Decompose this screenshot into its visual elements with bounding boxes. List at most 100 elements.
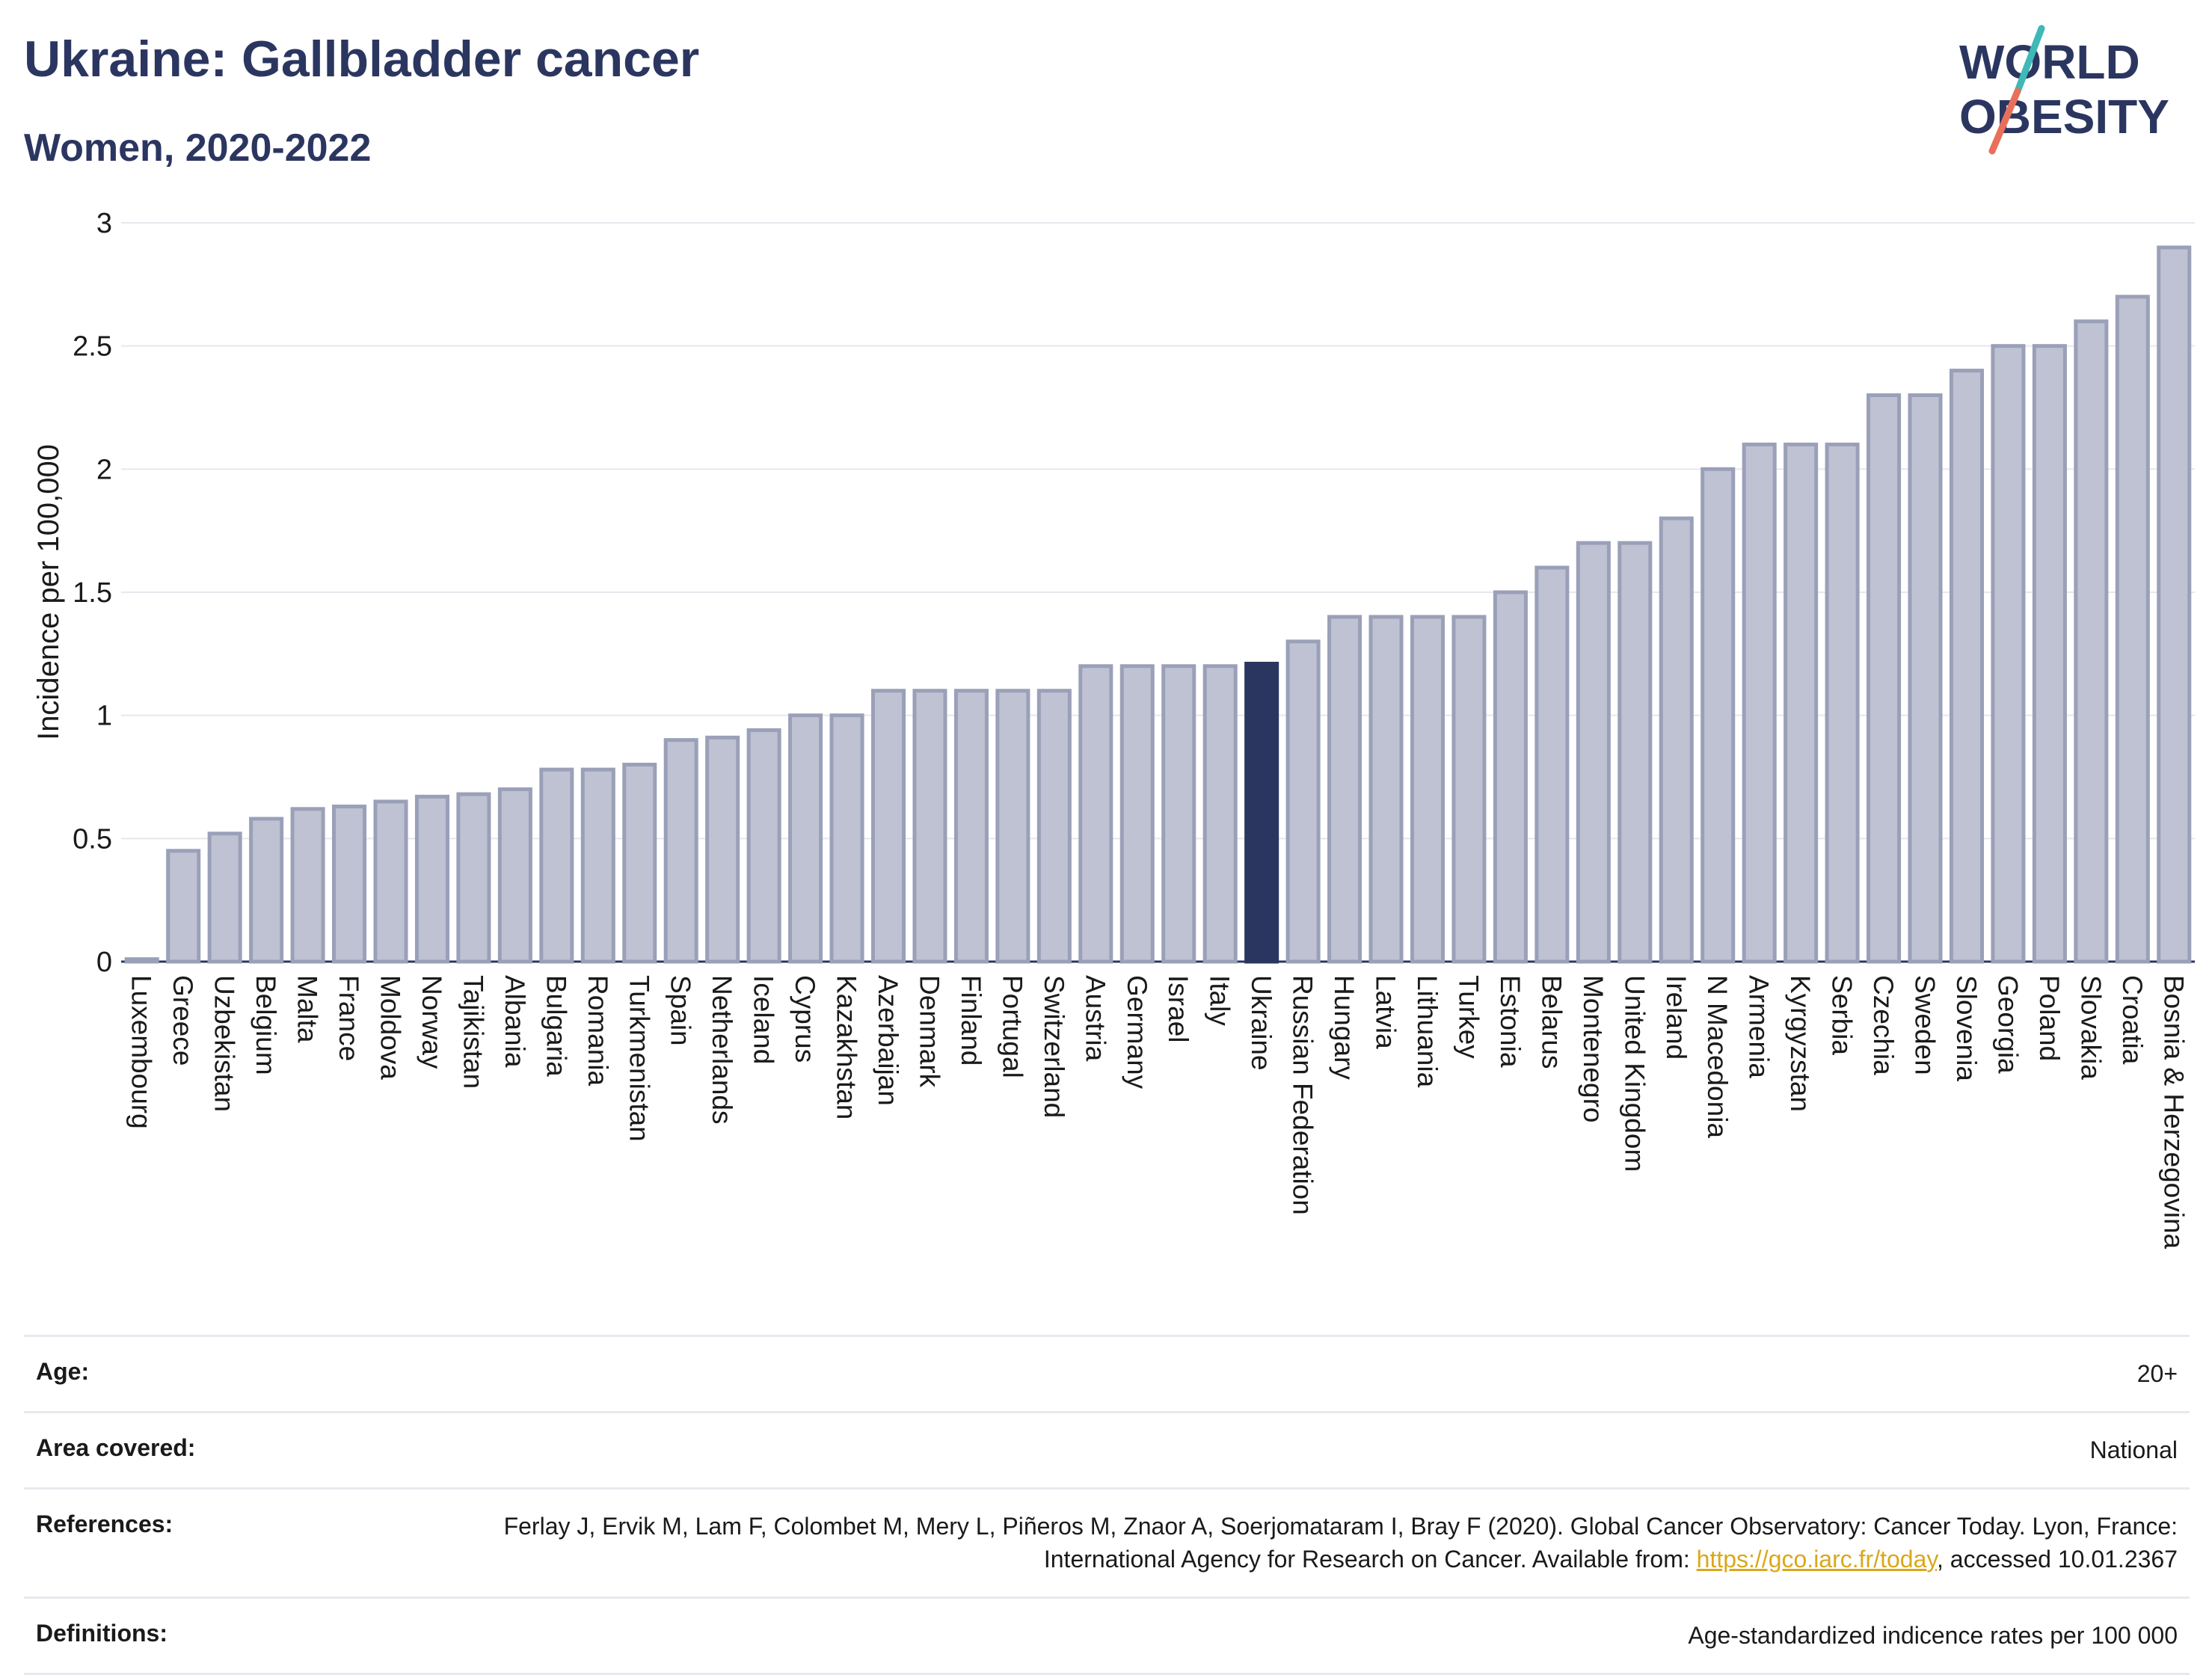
info-value-definitions: Age-standardized indicence rates per 100… (1688, 1621, 2178, 1649)
x-tick-label: Kyrgyzstan (1785, 975, 1816, 1112)
x-tick-label: Romania (583, 975, 613, 1086)
page-subtitle: Women, 2020-2022 (24, 126, 372, 170)
x-tick-label: Poland (2034, 975, 2065, 1061)
bar (1534, 565, 1570, 964)
bar (1410, 615, 1446, 964)
bar (166, 849, 201, 964)
x-tick-label: Slovenia (1951, 975, 1982, 1081)
bar (1659, 516, 1694, 964)
x-tick-label: Hungary (1329, 975, 1360, 1080)
x-tick-label: Bosnia & Herzegovina (2158, 975, 2189, 1250)
y-axis-title: Incidence per 100,000 (32, 444, 65, 740)
info-key-age: Age: (36, 1358, 90, 1385)
x-tick-label: Turkey (1453, 975, 1484, 1059)
bar (1036, 689, 1072, 964)
bar-chart: 0 0.5 1 1.5 2 2.5 3 Luxembourg Greece Uzbekistan B… (0, 179, 2212, 1339)
bar (1908, 393, 1943, 964)
bar (1493, 590, 1528, 964)
bar (1784, 442, 1819, 964)
x-tick-label: Switzerland (1039, 975, 1069, 1118)
info-key-area: Area covered: (36, 1434, 196, 1462)
bar (1078, 664, 1113, 964)
y-tick-label: 1 (96, 701, 112, 732)
bar (663, 738, 698, 964)
bar (1119, 664, 1155, 964)
logo-line2: OBESITY (1959, 90, 2169, 144)
bar (124, 957, 159, 964)
bar (1742, 442, 1777, 964)
y-tick-label: 0 (96, 947, 112, 978)
bar (1576, 541, 1611, 964)
bar (539, 767, 574, 964)
bar-highlight (1244, 662, 1279, 964)
x-tick-label: Cyprus (790, 975, 820, 1063)
bar (456, 792, 491, 964)
bar (746, 728, 781, 964)
info-row-age: Age: 20+ (24, 1335, 2190, 1411)
x-tick-label: Austria (1080, 975, 1110, 1062)
x-tick-label: Iceland (749, 975, 779, 1064)
info-row-area: Area covered: National (24, 1411, 2190, 1487)
label-layer: 0 0.5 1 1.5 2 2.5 3 Luxembourg Greece Uzbekistan B… (73, 208, 2189, 1250)
bar (1202, 664, 1238, 964)
x-tick-label: Estonia (1495, 975, 1526, 1068)
bar (1949, 369, 1984, 964)
x-tick-label: Luxembourg (126, 975, 157, 1129)
bar (332, 805, 367, 964)
y-tick-label: 0.5 (73, 823, 112, 855)
bar (912, 689, 947, 964)
x-tick-label: Uzbekistan (209, 975, 240, 1112)
bar (2115, 295, 2150, 964)
x-tick-label: Malta (292, 975, 323, 1043)
bar-layer (124, 245, 2192, 964)
info-table: Age: 20+ Area covered: National Referenc… (24, 1335, 2190, 1675)
bar (249, 817, 284, 964)
bar (705, 735, 740, 964)
bar (290, 807, 325, 964)
x-tick-label: United Kingdom (1619, 975, 1650, 1172)
x-tick-label: Denmark (914, 975, 944, 1088)
logo-line1: WORLD (1959, 35, 2140, 89)
bar (1825, 442, 1860, 964)
x-tick-label: Lithuania (1412, 975, 1443, 1088)
x-tick-label: Sweden (1910, 975, 1941, 1075)
x-tick-label: Tajikistan (458, 975, 488, 1089)
info-row-definitions: Definitions: Age-standardized indicence … (24, 1596, 2190, 1675)
bar (497, 787, 532, 964)
bar (1161, 664, 1196, 964)
bar (2157, 245, 2192, 964)
bar (1451, 615, 1487, 964)
bar (953, 689, 989, 964)
bar (829, 713, 864, 964)
info-value-area: National (2089, 1436, 2178, 1464)
world-obesity-logo: WORLD OBESITY (1944, 22, 2199, 157)
x-tick-label: Finland (956, 975, 986, 1066)
x-tick-label: Russian Federation (1288, 975, 1318, 1215)
bar (1368, 615, 1404, 964)
bar (995, 689, 1030, 964)
x-tick-label: Bulgaria (541, 975, 571, 1077)
bar (622, 763, 657, 964)
page-title: Ukraine: Gallbladder cancer (24, 31, 700, 87)
x-tick-label: Spain (666, 975, 696, 1046)
x-tick-label: Serbia (1827, 975, 1858, 1055)
info-key-references: References: (36, 1510, 173, 1538)
bar (1617, 541, 1653, 964)
x-tick-label: Germany (1122, 975, 1152, 1089)
chart-svg: 0 0.5 1 1.5 2 2.5 3 Luxembourg Greece Uzbekistan B… (32, 208, 2195, 1250)
y-tick-label: 2 (96, 454, 112, 485)
x-tick-label: N Macedonia (1702, 975, 1733, 1138)
x-tick-label: Israel (1163, 975, 1193, 1042)
bar (1327, 615, 1362, 964)
x-tick-label: Moldova (375, 975, 405, 1080)
bar (580, 767, 615, 964)
x-tick-label: Armenia (1744, 975, 1775, 1078)
info-value-age: 20+ (2136, 1360, 2178, 1387)
reference-link[interactable]: https://gco.iarc.fr/today (1696, 1545, 1937, 1573)
bar (1285, 639, 1321, 964)
bar (1701, 467, 1736, 964)
x-tick-label: Greece (168, 975, 198, 1066)
x-tick-label: Slovakia (2075, 975, 2106, 1080)
bar (207, 832, 242, 964)
bar (414, 794, 449, 964)
